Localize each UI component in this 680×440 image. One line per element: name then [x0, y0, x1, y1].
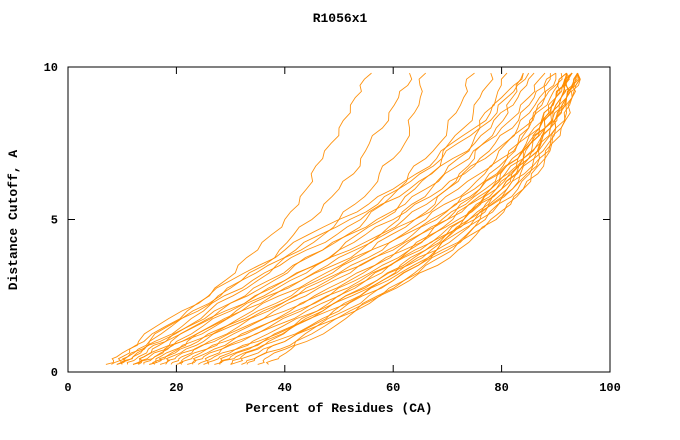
series-line [120, 72, 427, 365]
series-line [257, 72, 570, 365]
x-axis-label: Percent of Residues (CA) [245, 401, 432, 416]
series-line [219, 72, 568, 365]
x-tick-label: 0 [64, 381, 71, 395]
y-axis-label: Distance Cutoff, A [6, 150, 21, 291]
series-line [214, 72, 581, 365]
series-line [132, 72, 494, 365]
x-tick-label: 80 [494, 381, 508, 395]
series-line [206, 72, 573, 365]
series-line [111, 72, 372, 365]
series-line [132, 72, 546, 365]
series-line [265, 72, 573, 365]
x-tick-label: 20 [169, 381, 183, 395]
series-line [137, 72, 508, 365]
series-line [149, 72, 524, 365]
series-line [219, 72, 578, 365]
series-line [170, 72, 573, 365]
series-line [126, 72, 475, 365]
chart-title: R1056x1 [313, 11, 368, 26]
series-line [241, 72, 581, 365]
series-line [230, 73, 557, 365]
series-line [187, 73, 578, 365]
series-line [192, 72, 578, 365]
x-tick-label: 40 [278, 381, 292, 395]
series-line [197, 72, 573, 365]
series-line [246, 72, 567, 365]
y-tick-label: 0 [51, 366, 58, 380]
plot-area: 0 20 40 60 80 100 0 5 10 [44, 61, 621, 395]
series-line [116, 72, 530, 365]
series-line [120, 72, 535, 365]
y-tick-label: 5 [51, 214, 58, 228]
series-line [230, 72, 578, 365]
series-line [159, 72, 573, 365]
series-line [152, 72, 567, 365]
series-line [116, 72, 413, 365]
y-tick-label: 10 [44, 61, 58, 75]
series-line [149, 73, 563, 365]
x-tick-label: 100 [599, 381, 621, 395]
x-tick-label: 60 [386, 381, 400, 395]
series-line [105, 72, 524, 365]
